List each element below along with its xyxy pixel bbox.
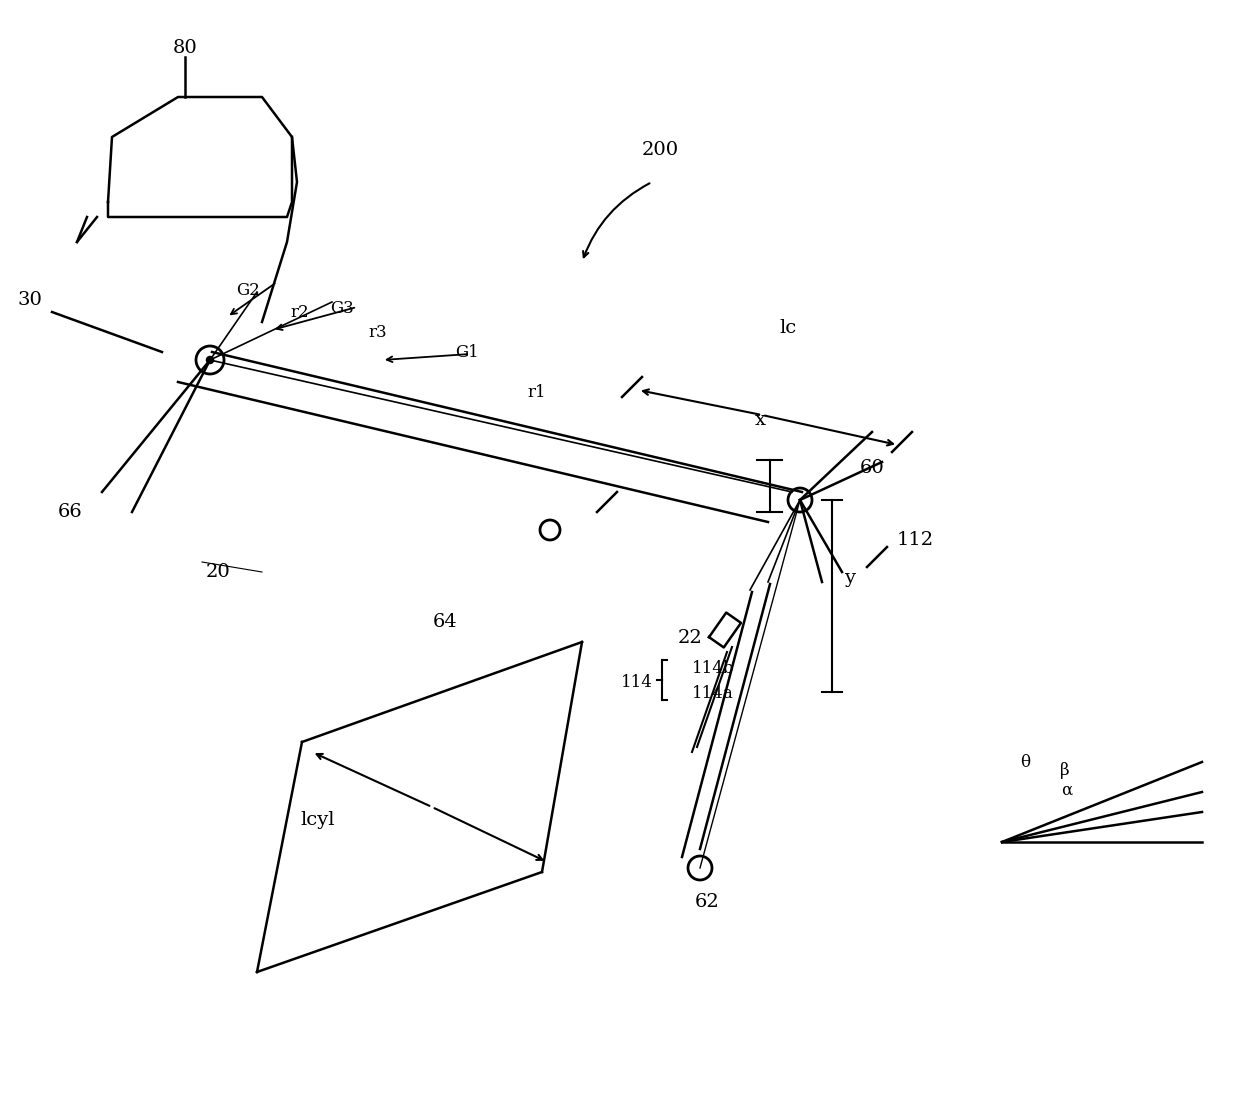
Text: 20: 20 bbox=[206, 563, 231, 580]
Text: r2: r2 bbox=[290, 304, 309, 320]
Text: G1: G1 bbox=[455, 344, 479, 360]
Text: 80: 80 bbox=[172, 39, 197, 57]
Text: 64: 64 bbox=[433, 613, 458, 631]
Text: 112: 112 bbox=[897, 532, 934, 549]
Text: β: β bbox=[1060, 762, 1070, 778]
Text: θ: θ bbox=[1021, 754, 1030, 771]
Text: x: x bbox=[754, 411, 765, 429]
Text: lcyl: lcyl bbox=[301, 811, 335, 830]
Text: 22: 22 bbox=[677, 629, 702, 647]
Text: 114b: 114b bbox=[692, 659, 734, 676]
Text: r3: r3 bbox=[368, 324, 387, 340]
Text: G3: G3 bbox=[330, 299, 353, 317]
Text: α: α bbox=[1061, 782, 1073, 798]
Text: 30: 30 bbox=[17, 291, 42, 309]
Text: r1: r1 bbox=[528, 384, 547, 400]
Text: G2: G2 bbox=[236, 281, 260, 298]
Text: 200: 200 bbox=[641, 141, 678, 159]
Circle shape bbox=[207, 357, 213, 363]
Text: 60: 60 bbox=[859, 459, 884, 477]
Text: y: y bbox=[844, 569, 856, 587]
Text: 66: 66 bbox=[57, 503, 82, 522]
Text: lc: lc bbox=[780, 319, 796, 337]
Polygon shape bbox=[709, 613, 742, 647]
Text: 114a: 114a bbox=[692, 685, 734, 702]
Text: 62: 62 bbox=[694, 893, 719, 911]
Text: 114: 114 bbox=[621, 674, 653, 691]
